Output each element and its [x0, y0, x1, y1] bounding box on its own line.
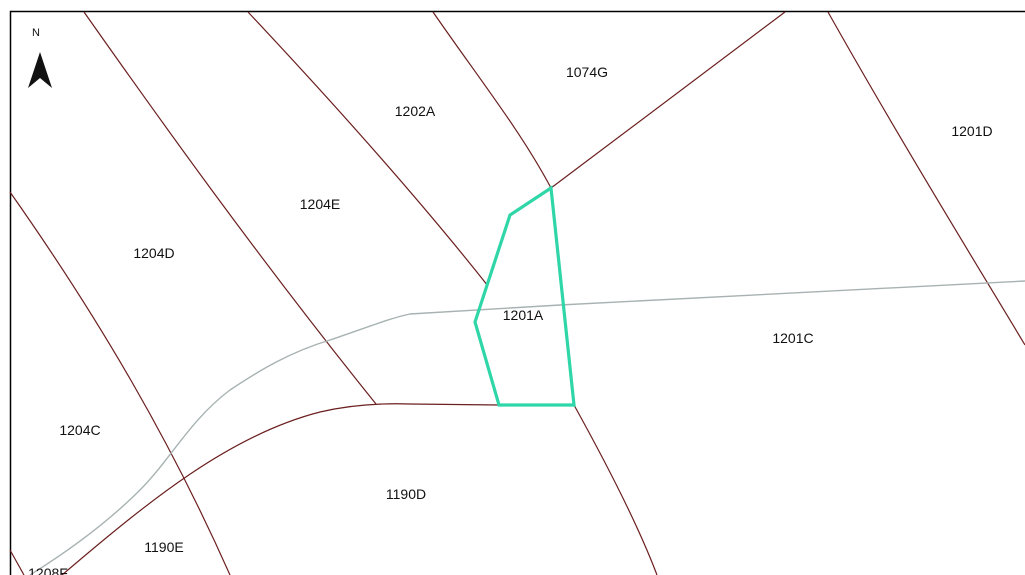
boundary-line: [9, 549, 25, 575]
parcel-label-1190e[interactable]: 1190E: [144, 539, 183, 555]
boundary-line: [573, 404, 658, 575]
parcel-label-1204d[interactable]: 1204D: [133, 245, 174, 261]
boundary-line: [9, 191, 231, 575]
parcel-label-1208f[interactable]: 1208F: [28, 565, 68, 575]
parcel-label-1204e[interactable]: 1204E: [300, 196, 340, 212]
parcel-label-1204c[interactable]: 1204C: [59, 422, 100, 438]
parcel-label-1202a[interactable]: 1202A: [395, 103, 436, 119]
boundary-line: [827, 11, 1025, 346]
selected-parcel-outline[interactable]: [473, 185, 576, 407]
map-frame-border: [9, 10, 1025, 575]
boundary-line: [247, 11, 489, 287]
north-label: N: [32, 27, 40, 39]
boundary-line: [61, 403, 500, 575]
boundary-line: [432, 11, 552, 189]
parcel-labels: 1074G 1202A 1201D 1204E 1204D 1201A 1201…: [28, 64, 992, 575]
parcel-boundaries: [9, 11, 1025, 575]
road-centerline: [29, 280, 1025, 575]
parcel-label-1201a[interactable]: 1201A: [503, 307, 544, 323]
parcel-label-1201d[interactable]: 1201D: [951, 123, 992, 139]
parcel-label-1190d[interactable]: 1190D: [386, 486, 426, 502]
north-arrow-icon: N: [28, 27, 52, 88]
parcel-label-1201c[interactable]: 1201C: [772, 330, 813, 346]
boundary-line: [550, 11, 786, 189]
parcel-label-1074g[interactable]: 1074G: [566, 64, 608, 80]
boundary-line: [83, 11, 377, 405]
